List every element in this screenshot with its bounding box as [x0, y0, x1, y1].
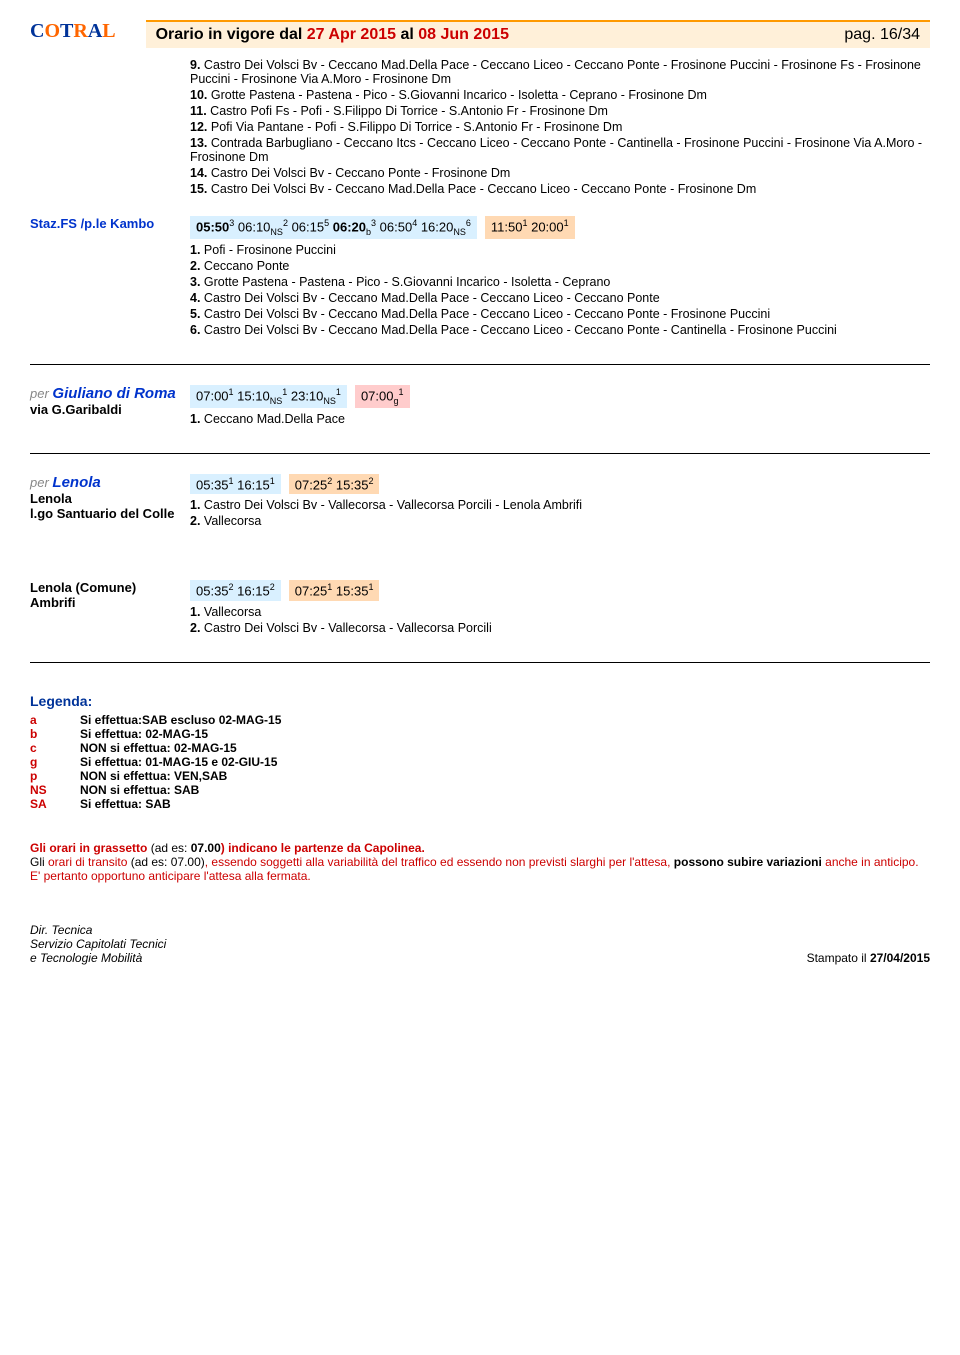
note-red: E' pertanto opportuno anticipare l'attes…: [30, 869, 311, 883]
note-bold: possono subire variazioni: [674, 855, 822, 869]
lenola2-sub2: Ambrifi: [30, 595, 190, 610]
note-red: , essendo soggetti alla variabilità del …: [205, 855, 674, 869]
note-text: Gli: [30, 855, 48, 869]
dest-lenola2: Lenola (Comune) Ambrifi 05:352 16:152 07…: [30, 580, 930, 636]
header: COTRAL Orario in vigore dal 27 Apr 2015 …: [30, 20, 930, 48]
kambo-times-weekday: 05:503 06:10NS2 06:155 06:20b3 06:504 16…: [190, 216, 477, 239]
date-from: 27 Apr 2015: [307, 26, 396, 43]
dest-giuliano: per Giuliano di Roma via G.Garibaldi 07:…: [30, 385, 930, 428]
footer-stamp: Stampato il: [807, 951, 870, 965]
separator: [30, 453, 930, 454]
legend: Legenda: aSi effettua:SAB escluso 02-MAG…: [30, 693, 930, 811]
note-text: ) indicano le partenze da Capolinea.: [221, 841, 425, 855]
route-line: 9. Castro Dei Volsci Bv - Ceccano Mad.De…: [190, 58, 930, 86]
title-mid: al: [396, 26, 418, 43]
route-line: 2. Ceccano Ponte: [190, 259, 930, 273]
route-line: 1. Pofi - Frosinone Puccini: [190, 243, 930, 257]
lenola-name: Lenola: [52, 474, 100, 491]
route-line: 2. Vallecorsa: [190, 514, 930, 528]
title-prefix: Orario in vigore dal: [156, 26, 307, 43]
lenola2-sub1: Lenola (Comune): [30, 580, 190, 595]
dest-kambo: Staz.FS /p.le Kambo 05:503 06:10NS2 06:1…: [30, 216, 930, 339]
per-label: per: [30, 475, 52, 490]
legend-row: cNON si effettua: 02-MAG-15: [30, 741, 930, 755]
page-number: pag. 16/34: [844, 26, 920, 44]
route-line: 2. Castro Dei Volsci Bv - Vallecorsa - V…: [190, 621, 930, 635]
route-line: 11. Castro Pofi Fs - Pofi - S.Filippo Di…: [190, 104, 930, 118]
route-line: 1. Castro Dei Volsci Bv - Vallecorsa - V…: [190, 498, 930, 512]
legend-row: pNON si effettua: VEN,SAB: [30, 769, 930, 783]
route-list-top: 9. Castro Dei Volsci Bv - Ceccano Mad.De…: [190, 58, 930, 196]
legend-row: bSi effettua: 02-MAG-15: [30, 727, 930, 741]
legend-row: NSNON si effettua: SAB: [30, 783, 930, 797]
route-line: 1. Vallecorsa: [190, 605, 930, 619]
route-line: 13. Contrada Barbugliano - Ceccano Itcs …: [190, 136, 930, 164]
route-line: 3. Grotte Pastena - Pastena - Pico - S.G…: [190, 275, 930, 289]
footer-date: 27/04/2015: [870, 951, 930, 965]
header-title: Orario in vigore dal 27 Apr 2015 al 08 J…: [146, 20, 930, 48]
route-line: 4. Castro Dei Volsci Bv - Ceccano Mad.De…: [190, 291, 930, 305]
date-to: 08 Jun 2015: [418, 26, 509, 43]
route-line: 5. Castro Dei Volsci Bv - Ceccano Mad.De…: [190, 307, 930, 321]
route-line: 1. Ceccano Mad.Della Pace: [190, 412, 930, 426]
footer-l2: Servizio Capitolati Tecnici: [30, 937, 166, 951]
footer-l3: e Tecnologie Mobilità: [30, 951, 166, 965]
giuliano-times-holiday: 07:00g1: [355, 385, 410, 408]
note-red: anche in anticipo.: [822, 855, 919, 869]
giuliano-times-weekday: 07:001 15:10NS1 23:10NS1: [190, 385, 347, 408]
giuliano-name: Giuliano di Roma: [52, 385, 175, 402]
kambo-label: Staz.FS /p.le Kambo: [30, 216, 190, 231]
lenola-sub1: Lenola: [30, 491, 190, 506]
per-label: per: [30, 386, 52, 401]
route-line: 6. Castro Dei Volsci Bv - Ceccano Mad.De…: [190, 323, 930, 337]
giuliano-sub: via G.Garibaldi: [30, 402, 190, 417]
note-bold: Gli orari in grassetto: [30, 841, 151, 855]
dest-lenola1: per Lenola Lenola l.go Santuario del Col…: [30, 474, 930, 530]
legend-row: gSi effettua: 01-MAG-15 e 02-GIU-15: [30, 755, 930, 769]
route-line: 12. Pofi Via Pantane - Pofi - S.Filippo …: [190, 120, 930, 134]
lenola2-times-weekday: 05:352 16:152: [190, 580, 281, 600]
lenola2-times-holiday: 07:251 15:351: [289, 580, 380, 600]
lenola1-times-weekday: 05:351 16:151: [190, 474, 281, 494]
footer: Dir. Tecnica Servizio Capitolati Tecnici…: [30, 923, 930, 965]
note-text: (ad es: 07.00): [127, 855, 204, 869]
legend-row: SASi effettua: SAB: [30, 797, 930, 811]
route-line: 10. Grotte Pastena - Pastena - Pico - S.…: [190, 88, 930, 102]
footer-l1: Dir. Tecnica: [30, 923, 166, 937]
route-line: 15. Castro Dei Volsci Bv - Ceccano Mad.D…: [190, 182, 930, 196]
legend-title: Legenda:: [30, 693, 930, 709]
note-time: 07.00: [191, 841, 221, 855]
lenola1-times-holiday: 07:252 15:352: [289, 474, 380, 494]
route-line: 14. Castro Dei Volsci Bv - Ceccano Ponte…: [190, 166, 930, 180]
legend-row: aSi effettua:SAB escluso 02-MAG-15: [30, 713, 930, 727]
separator: [30, 364, 930, 365]
kambo-times-holiday: 11:501 20:001: [485, 216, 575, 239]
separator: [30, 662, 930, 663]
note-red: orari di transito: [48, 855, 127, 869]
lenola-sub2: l.go Santuario del Colle: [30, 506, 190, 521]
note-text: (ad es:: [151, 841, 191, 855]
logo: COTRAL: [30, 20, 116, 43]
bottom-notes: Gli orari in grassetto (ad es: 07.00) in…: [30, 841, 930, 883]
